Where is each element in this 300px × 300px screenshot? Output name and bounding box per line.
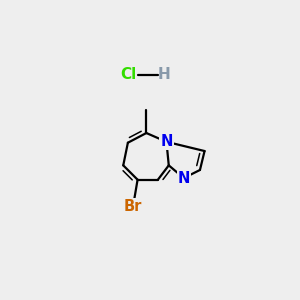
Text: N: N bbox=[178, 171, 190, 186]
Text: N: N bbox=[160, 134, 172, 149]
Text: Cl: Cl bbox=[120, 67, 136, 82]
Text: Br: Br bbox=[124, 200, 142, 214]
Text: H: H bbox=[158, 67, 170, 82]
